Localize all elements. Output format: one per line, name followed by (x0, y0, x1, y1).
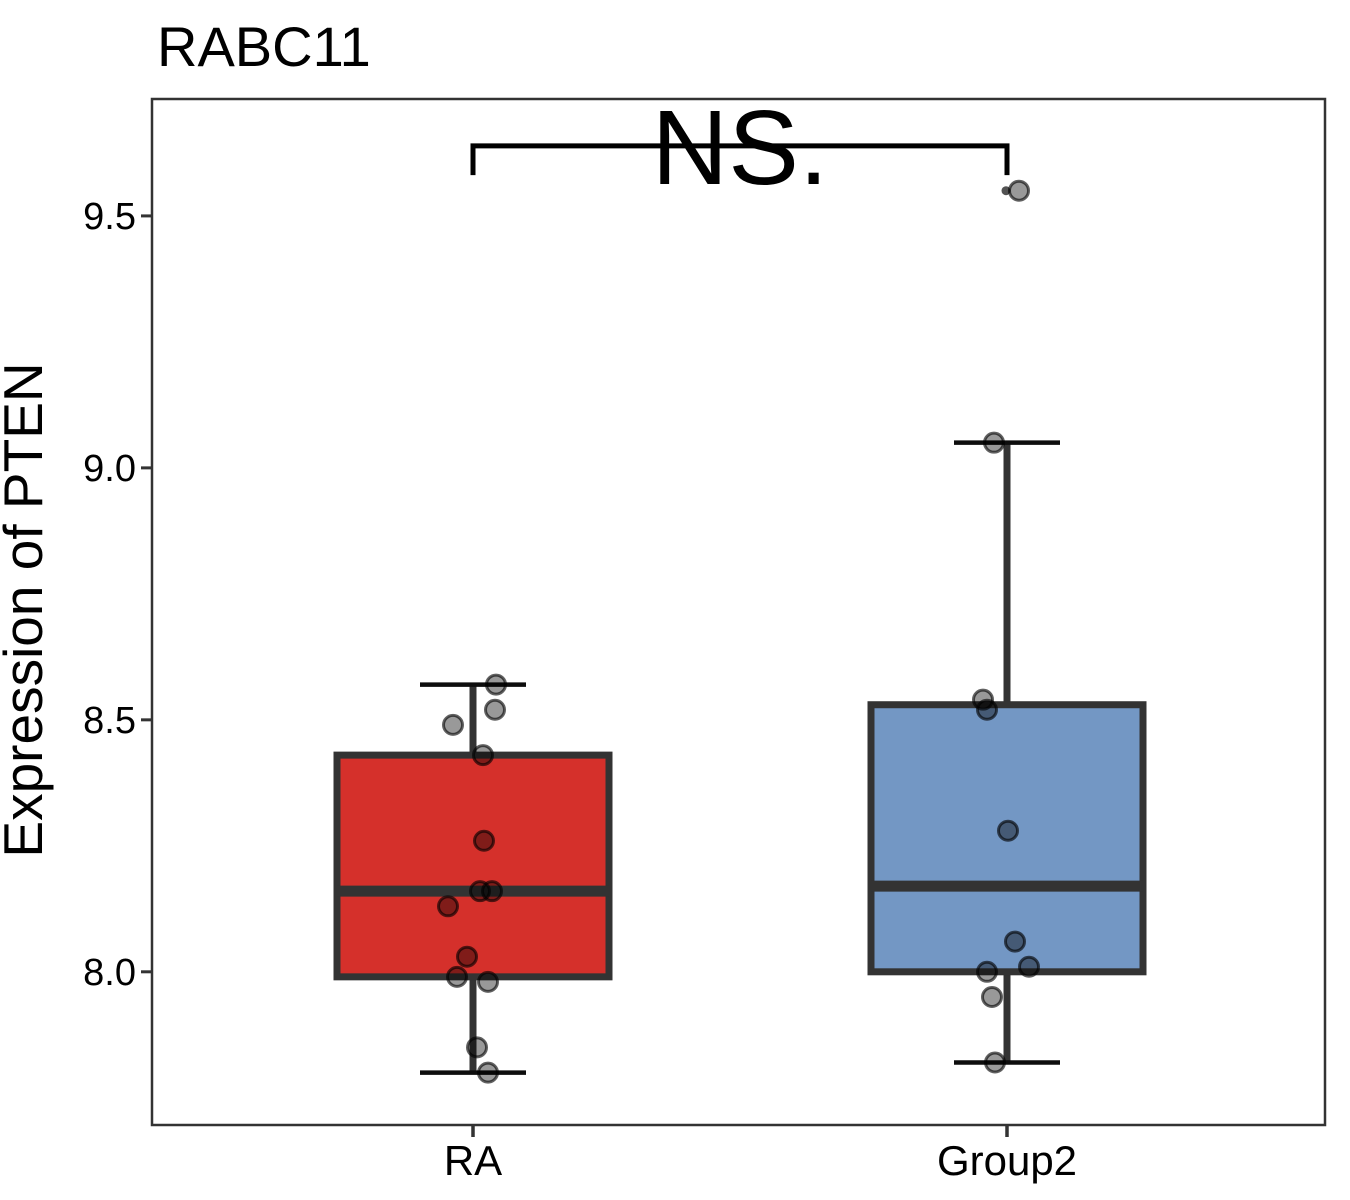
jitter-point (1018, 955, 1040, 978)
jitter-point (469, 880, 491, 903)
boxplot-group2 (867, 179, 1147, 1074)
jitter-point (442, 713, 464, 736)
significance-bracket (470, 143, 1010, 176)
jitter-point (1008, 179, 1030, 202)
boxplot-series (333, 179, 1147, 1084)
jitter-point (976, 960, 998, 983)
box (867, 701, 1147, 976)
significance-label: NS. (652, 89, 829, 207)
jitter-point (473, 829, 495, 852)
y-tick-label: 8.5 (83, 700, 136, 742)
jitter-point (1004, 930, 1026, 953)
x-category-label: RA (444, 1137, 502, 1184)
jitter-point (981, 986, 1003, 1009)
jitter-point (485, 673, 507, 696)
y-tick-label: 9.0 (83, 448, 136, 490)
x-category-label: Group2 (937, 1137, 1077, 1184)
jitter-point (477, 970, 499, 993)
y-tick-label: 8.0 (83, 952, 136, 994)
y-tick-label: 9.5 (83, 196, 136, 238)
boxplot-ra (333, 673, 613, 1084)
jitter-point (484, 698, 506, 721)
jitter-point (466, 1036, 488, 1059)
jitter-point (984, 1051, 1006, 1074)
panel-border (150, 97, 1327, 1127)
significance-annotation (470, 143, 1010, 176)
box (333, 751, 613, 981)
jitter-point (997, 819, 1019, 842)
jitter-point (456, 945, 478, 968)
plot-panel (150, 97, 1327, 1127)
jitter-point (472, 744, 494, 767)
jitter-point (446, 965, 468, 988)
y-axis-label: Expression of PTEN (0, 362, 54, 857)
jitter-point (983, 431, 1005, 454)
chart-title: RABC11 (157, 15, 371, 78)
jitter-point (976, 698, 998, 721)
jitter-point (477, 1061, 499, 1084)
jitter-point (437, 895, 459, 918)
axes: 8.0 8.5 9.0 9.5 RA Group2 (83, 196, 1077, 1184)
